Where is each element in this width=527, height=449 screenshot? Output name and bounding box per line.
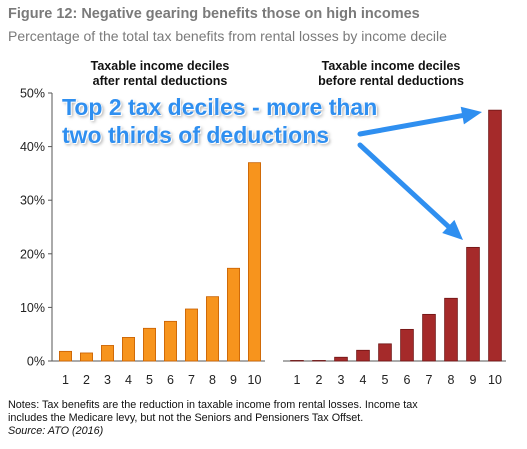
left-x-tick-label: 6 (167, 373, 174, 387)
callout-arrow-lower-head (442, 219, 463, 240)
left-x-tick-label: 8 (209, 373, 216, 387)
y-tick-label: 20% (20, 247, 45, 261)
left-bar (122, 337, 135, 362)
left-bar (80, 352, 93, 362)
callout-line2: two thirds of deductions (62, 122, 330, 148)
right-panel-title-line1: Taxable income deciles (321, 59, 461, 73)
source-line: Source: ATO (2016) (8, 425, 104, 437)
callout-arrow-lower-shaft (357, 142, 451, 229)
notes-line1: Notes: Tax benefits are the reduction in… (8, 399, 418, 411)
left-x-tick-label: 2 (83, 373, 90, 387)
right-x-tick-label: 8 (448, 373, 455, 387)
y-tick-label: 50% (20, 87, 45, 101)
figure-subtitle: Percentage of the total tax benefits fro… (8, 28, 447, 44)
right-x-tick-label: 2 (316, 373, 323, 387)
callout-arrow-top-shaft (357, 113, 465, 137)
left-x-tick-label: 9 (230, 373, 237, 387)
y-tick-label: 10% (20, 301, 45, 315)
left-bar (206, 296, 219, 362)
left-panel-title-line1: Taxable income deciles (90, 59, 230, 73)
callout-annotation: Top 2 tax deciles - more than two thirds… (62, 93, 377, 149)
left-x-tick-label: 10 (248, 373, 262, 387)
left-x-tick-label: 1 (62, 373, 69, 387)
right-bar (422, 313, 436, 362)
left-bar (185, 308, 198, 362)
chart-notes: Notes: Tax benefits are the reduction in… (8, 399, 523, 438)
left-bar (101, 345, 114, 362)
right-bar (488, 109, 502, 362)
callout-arrow-top-head (460, 106, 482, 125)
left-bar (59, 350, 72, 362)
y-tick-label: 30% (20, 194, 45, 208)
right-x-tick-label: 9 (470, 373, 477, 387)
right-x-tick-label: 1 (294, 373, 301, 387)
figure-title: Figure 12: Negative gearing benefits tho… (8, 6, 420, 22)
left-bar (164, 320, 177, 362)
right-panel-title: Taxable income deciles before rental ded… (286, 59, 496, 89)
right-bar (466, 246, 480, 362)
right-x-tick-label: 3 (338, 373, 345, 387)
left-x-tick-label: 5 (146, 373, 153, 387)
right-x-tick-label: 10 (488, 373, 502, 387)
left-panel-title: Taxable income deciles after rental dedu… (55, 59, 265, 89)
left-x-tick-label: 4 (125, 373, 132, 387)
right-bar (356, 349, 370, 362)
left-panel-title-line2: after rental deductions (92, 74, 228, 88)
right-bar (400, 328, 414, 362)
right-bar (334, 356, 348, 362)
right-bar (444, 297, 458, 362)
callout-line1: Top 2 tax deciles - more than (62, 94, 378, 120)
notes-line2: includes the Medicare levy, but not the … (8, 412, 364, 424)
y-tick-label: 0% (27, 355, 45, 369)
right-x-tick-label: 7 (426, 373, 433, 387)
right-bar (290, 360, 304, 362)
right-bar (312, 360, 326, 362)
right-bar (378, 343, 392, 362)
right-x-tick-label: 5 (382, 373, 389, 387)
left-x-tick-label: 3 (104, 373, 111, 387)
left-bar (248, 162, 261, 362)
left-bar (143, 327, 156, 362)
left-x-tick-label: 7 (188, 373, 195, 387)
right-x-tick-label: 4 (360, 373, 367, 387)
right-x-tick-label: 6 (404, 373, 411, 387)
right-panel-title-line2: before rental deductions (318, 74, 464, 88)
left-bar (227, 267, 240, 362)
y-tick-label: 40% (20, 140, 45, 154)
